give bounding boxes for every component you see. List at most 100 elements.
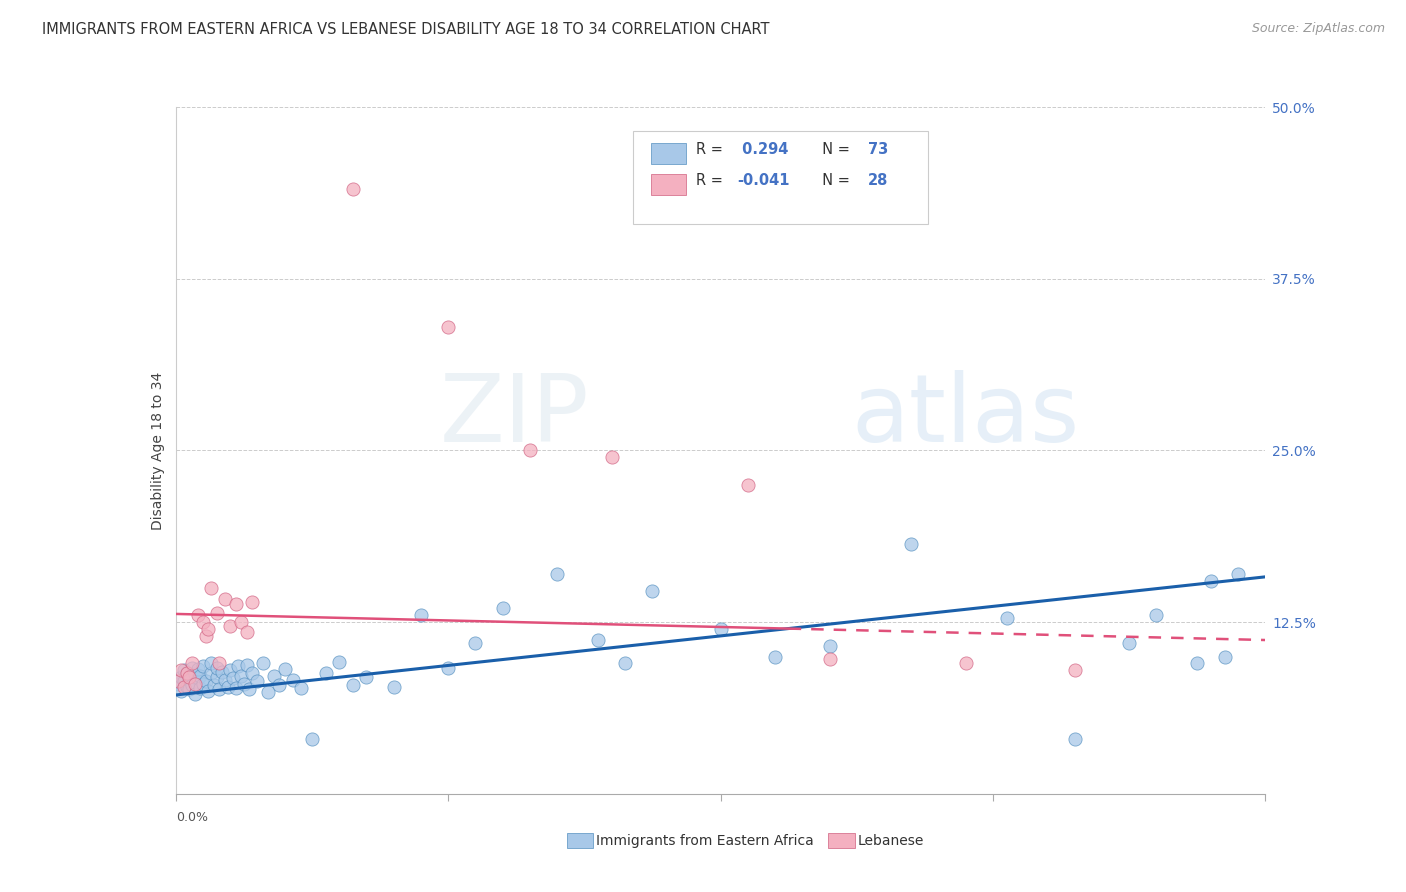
Point bbox=[170, 663, 193, 677]
Point bbox=[197, 683, 219, 698]
Point bbox=[205, 660, 228, 674]
Point bbox=[225, 597, 247, 611]
Point bbox=[1063, 731, 1085, 746]
Point bbox=[170, 670, 193, 684]
Point bbox=[219, 619, 242, 633]
Point bbox=[186, 608, 209, 623]
Point bbox=[176, 680, 198, 694]
Point bbox=[763, 649, 786, 664]
Point bbox=[231, 615, 253, 630]
Text: N =: N = bbox=[813, 173, 855, 188]
Point bbox=[263, 669, 285, 683]
Point bbox=[240, 665, 263, 680]
Point bbox=[955, 657, 977, 671]
Text: Lebanese: Lebanese bbox=[858, 834, 924, 847]
Point bbox=[202, 678, 225, 692]
Point bbox=[586, 633, 609, 648]
FancyBboxPatch shape bbox=[828, 833, 855, 848]
Text: Immigrants from Eastern Africa: Immigrants from Eastern Africa bbox=[596, 834, 814, 847]
Point bbox=[170, 683, 193, 698]
Point bbox=[1227, 567, 1250, 582]
Point bbox=[235, 624, 257, 639]
Point bbox=[301, 731, 323, 746]
Point bbox=[710, 622, 733, 636]
Point bbox=[641, 583, 664, 598]
Point bbox=[181, 678, 204, 692]
Point bbox=[1144, 608, 1167, 623]
Point bbox=[191, 659, 214, 673]
Point bbox=[382, 680, 405, 694]
Text: 0.294: 0.294 bbox=[737, 142, 789, 157]
Point bbox=[194, 629, 217, 643]
Point bbox=[238, 682, 260, 697]
Point bbox=[546, 567, 568, 582]
Point bbox=[222, 672, 245, 686]
Text: Source: ZipAtlas.com: Source: ZipAtlas.com bbox=[1251, 22, 1385, 36]
Point bbox=[188, 681, 211, 695]
Point bbox=[818, 639, 841, 653]
Text: R =: R = bbox=[696, 142, 727, 157]
Point bbox=[181, 657, 204, 671]
Point bbox=[214, 673, 236, 687]
Point bbox=[173, 680, 195, 694]
Point bbox=[252, 657, 274, 671]
Text: R =: R = bbox=[696, 173, 727, 188]
Point bbox=[200, 657, 222, 671]
Point bbox=[269, 678, 291, 692]
Point bbox=[214, 591, 236, 606]
Point bbox=[737, 478, 759, 492]
Point bbox=[188, 669, 211, 683]
Text: -0.041: -0.041 bbox=[737, 173, 789, 188]
Point bbox=[208, 682, 231, 697]
Point bbox=[184, 687, 207, 701]
Point bbox=[240, 594, 263, 608]
Point bbox=[191, 677, 214, 691]
FancyBboxPatch shape bbox=[633, 131, 928, 224]
Point bbox=[194, 674, 217, 689]
Text: ZIP: ZIP bbox=[440, 370, 591, 462]
Point bbox=[600, 450, 623, 465]
Point bbox=[437, 319, 460, 334]
Point bbox=[315, 665, 337, 680]
Point bbox=[197, 622, 219, 636]
Point bbox=[1063, 663, 1085, 677]
Point bbox=[437, 660, 460, 674]
Point bbox=[173, 674, 195, 689]
FancyBboxPatch shape bbox=[567, 833, 593, 848]
Point bbox=[492, 601, 515, 615]
Point bbox=[342, 678, 364, 692]
Point bbox=[211, 665, 233, 679]
FancyBboxPatch shape bbox=[651, 174, 686, 195]
Point bbox=[179, 673, 201, 687]
Point bbox=[217, 680, 239, 694]
Point bbox=[186, 662, 209, 676]
Point bbox=[205, 606, 228, 620]
Text: 28: 28 bbox=[868, 173, 889, 188]
Text: atlas: atlas bbox=[852, 370, 1080, 462]
Point bbox=[900, 537, 922, 551]
Point bbox=[464, 636, 486, 650]
Point bbox=[179, 682, 201, 697]
Point bbox=[614, 657, 637, 671]
Point bbox=[225, 681, 247, 695]
Point bbox=[1213, 649, 1236, 664]
Point bbox=[186, 672, 209, 686]
Point bbox=[167, 674, 190, 689]
Text: IMMIGRANTS FROM EASTERN AFRICA VS LEBANESE DISABILITY AGE 18 TO 34 CORRELATION C: IMMIGRANTS FROM EASTERN AFRICA VS LEBANE… bbox=[42, 22, 769, 37]
Point bbox=[208, 657, 231, 671]
Point bbox=[274, 662, 297, 676]
Point bbox=[409, 608, 432, 623]
Point bbox=[200, 581, 222, 595]
Point bbox=[1118, 636, 1140, 650]
Point bbox=[219, 663, 242, 677]
Y-axis label: Disability Age 18 to 34: Disability Age 18 to 34 bbox=[150, 371, 165, 530]
Point bbox=[181, 660, 204, 674]
FancyBboxPatch shape bbox=[651, 144, 686, 164]
Point bbox=[184, 667, 207, 681]
Point bbox=[328, 655, 350, 669]
Text: 0.0%: 0.0% bbox=[176, 811, 208, 824]
Point bbox=[519, 443, 541, 458]
Point bbox=[995, 611, 1018, 625]
Point bbox=[205, 670, 228, 684]
Point bbox=[342, 182, 364, 196]
